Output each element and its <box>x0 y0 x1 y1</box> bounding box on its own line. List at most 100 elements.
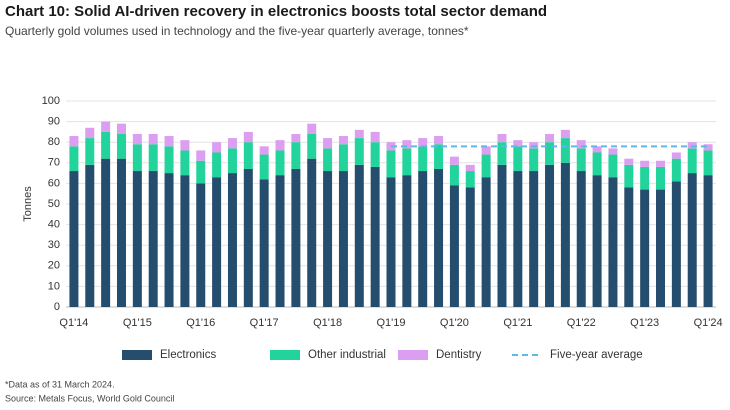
bar-segment <box>243 168 253 307</box>
bar-segment <box>687 142 697 149</box>
bar-segment <box>434 144 444 169</box>
bar-segment <box>85 127 95 139</box>
bar-segment <box>402 140 412 149</box>
x-tick-label: Q1'21 <box>503 317 532 329</box>
bar-segment <box>227 138 237 149</box>
bar-segment <box>148 171 158 307</box>
bar-segment <box>497 142 507 165</box>
bar-segment <box>164 173 174 307</box>
x-tick-label: Q1'19 <box>376 317 405 329</box>
bar-segment <box>402 175 412 307</box>
bar-segment <box>307 133 317 159</box>
bar-segment <box>180 140 190 151</box>
bar-segment <box>227 148 237 174</box>
y-tick-label: 60 <box>48 177 60 189</box>
bar-segment <box>323 138 333 149</box>
legend-swatch <box>122 350 152 360</box>
bar-segment <box>671 181 681 307</box>
bar-segment <box>243 142 253 169</box>
bar-segment <box>148 144 158 172</box>
bar-segment <box>449 156 459 165</box>
bar-segment <box>307 123 317 134</box>
bar-segment <box>497 164 507 307</box>
bar-segment <box>212 152 222 178</box>
bar-segment <box>465 187 475 307</box>
bar-segment <box>640 189 650 307</box>
bar-segment <box>656 189 666 307</box>
legend-label: Other industrial <box>308 349 386 361</box>
bar-segment <box>640 160 650 167</box>
bar-segment <box>608 177 618 307</box>
bar-segment <box>529 171 539 307</box>
bar-segment <box>687 173 697 307</box>
x-tick-label: Q1'22 <box>567 317 596 329</box>
bar-segment <box>481 146 491 155</box>
bar-segment <box>69 146 79 172</box>
bar-segment <box>592 175 602 307</box>
chart-subtitle: Quarterly gold volumes used in technolog… <box>5 24 469 38</box>
bar-segment <box>212 142 222 153</box>
bar-segment <box>275 150 285 176</box>
bar-segment <box>291 133 301 143</box>
bar-segment <box>592 152 602 176</box>
bar-segment <box>465 164 475 172</box>
legend-swatch <box>270 350 300 360</box>
bar-segment <box>354 164 364 307</box>
bar-segment <box>116 158 126 307</box>
bar-segment <box>576 171 586 307</box>
bar-segment <box>259 179 269 307</box>
bar-segment <box>69 136 79 147</box>
bar-segment <box>560 129 570 139</box>
bar-segment <box>132 144 142 172</box>
bar-segment <box>323 148 333 172</box>
footnote: *Data as of 31 March 2024. <box>5 379 115 389</box>
bar-segment <box>545 133 555 143</box>
y-tick-label: 50 <box>48 198 60 210</box>
chart-title: Chart 10: Solid AI-driven recovery in el… <box>5 3 547 20</box>
bar-segment <box>370 142 380 167</box>
bar-segment <box>529 148 539 172</box>
bar-segment <box>624 187 634 307</box>
bar-segment <box>545 164 555 307</box>
bar-segment <box>671 152 681 159</box>
bar-segment <box>513 140 523 147</box>
x-tick-label: Q1'23 <box>630 317 659 329</box>
bar-segment <box>227 173 237 307</box>
y-tick-label: 20 <box>48 260 60 272</box>
bar-segment <box>259 154 269 180</box>
bar-segment <box>497 133 507 143</box>
bar-segment <box>180 150 190 176</box>
bar-segment <box>529 142 539 149</box>
bar-segment <box>656 166 666 190</box>
bar-segment <box>85 164 95 307</box>
bar-segment <box>608 154 618 178</box>
bar-segment <box>132 171 142 307</box>
bar-segment <box>624 158 634 165</box>
bar-segment <box>592 146 602 153</box>
bar-segment <box>576 148 586 172</box>
x-tick-label: Q1'18 <box>313 317 342 329</box>
bar-segment <box>101 158 111 307</box>
bar-segment <box>370 131 380 143</box>
bar-segment <box>354 129 364 139</box>
bar-segment <box>196 183 206 307</box>
bar-segment <box>449 164 459 186</box>
bar-segment <box>449 185 459 307</box>
x-tick-label: Q1'24 <box>694 317 723 329</box>
bar-segment <box>560 138 570 163</box>
x-tick-label: Q1'15 <box>123 317 152 329</box>
y-tick-label: 10 <box>48 280 60 292</box>
bar-segment <box>132 133 142 145</box>
bar-segment <box>275 175 285 307</box>
bar-segment <box>212 177 222 307</box>
legend-label: Five-year average <box>550 349 643 361</box>
bar-segment <box>291 168 301 307</box>
bar-segment <box>703 175 713 307</box>
bar-segment <box>560 162 570 307</box>
bar-segment <box>164 136 174 147</box>
bar-segment <box>85 138 95 165</box>
bar-segment <box>545 142 555 165</box>
bar-segment <box>275 140 285 151</box>
bar-segment <box>259 146 269 155</box>
